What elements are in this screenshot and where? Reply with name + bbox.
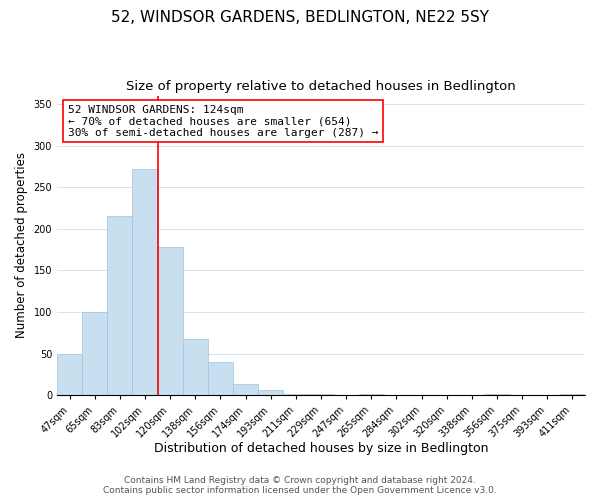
Text: 52 WINDSOR GARDENS: 124sqm
← 70% of detached houses are smaller (654)
30% of sem: 52 WINDSOR GARDENS: 124sqm ← 70% of deta…	[68, 104, 378, 138]
X-axis label: Distribution of detached houses by size in Bedlington: Distribution of detached houses by size …	[154, 442, 488, 455]
Bar	[107, 216, 133, 396]
Bar	[560, 394, 585, 396]
Bar	[359, 394, 384, 396]
Y-axis label: Number of detached properties: Number of detached properties	[15, 152, 28, 338]
Text: Contains HM Land Registry data © Crown copyright and database right 2024.
Contai: Contains HM Land Registry data © Crown c…	[103, 476, 497, 495]
Bar	[183, 338, 208, 396]
Bar	[258, 390, 283, 396]
Bar	[208, 362, 233, 396]
Bar	[158, 247, 183, 396]
Bar	[484, 394, 509, 396]
Text: 52, WINDSOR GARDENS, BEDLINGTON, NE22 5SY: 52, WINDSOR GARDENS, BEDLINGTON, NE22 5S…	[111, 10, 489, 25]
Bar	[57, 354, 82, 396]
Title: Size of property relative to detached houses in Bedlington: Size of property relative to detached ho…	[126, 80, 516, 93]
Bar	[233, 384, 258, 396]
Bar	[82, 312, 107, 396]
Bar	[283, 394, 308, 396]
Bar	[133, 169, 158, 396]
Bar	[308, 394, 334, 396]
